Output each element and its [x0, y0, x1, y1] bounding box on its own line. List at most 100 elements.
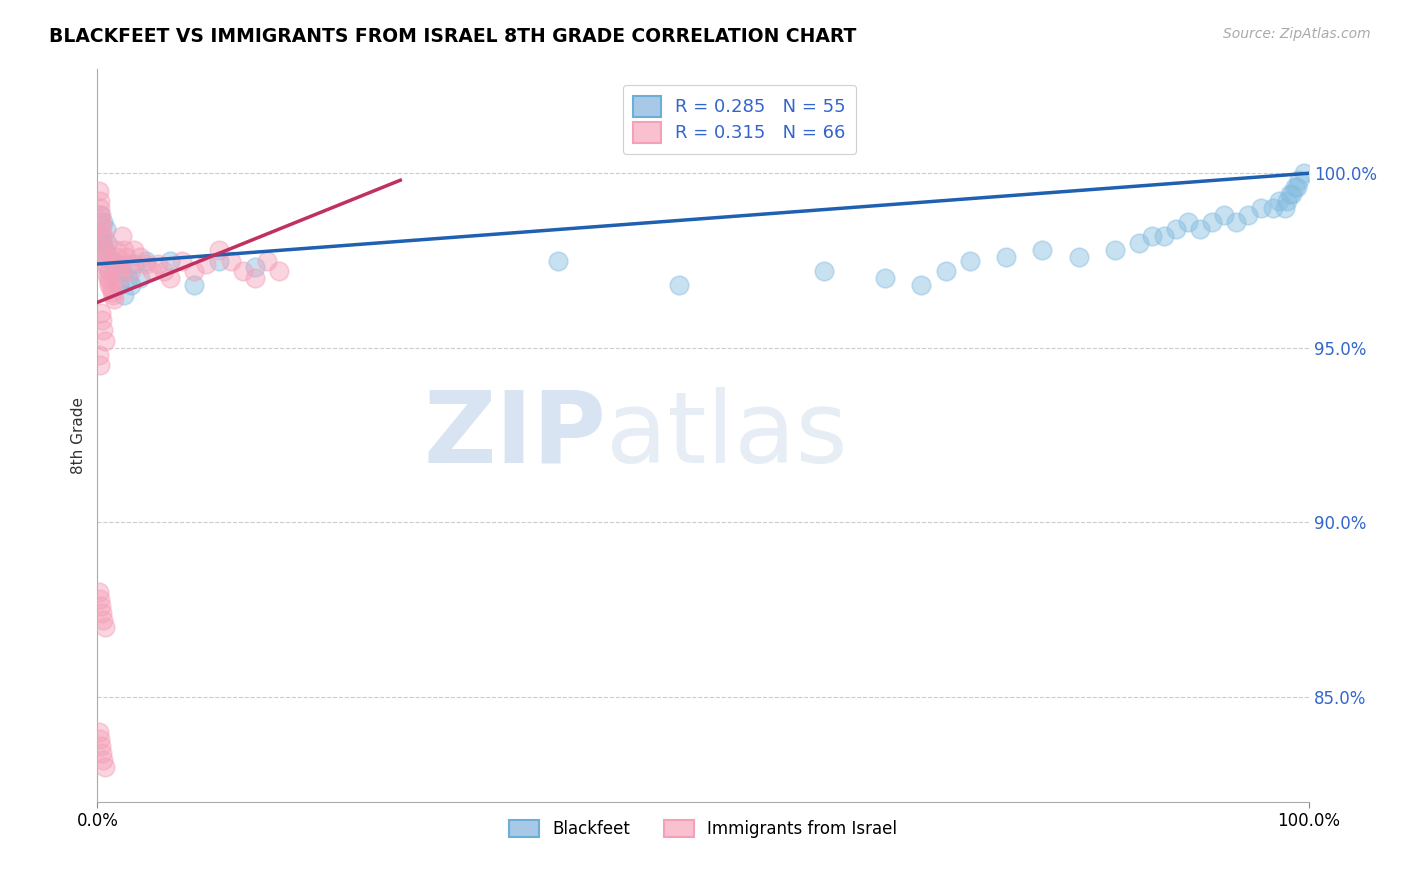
- Point: [1281, 187, 1303, 202]
- Point: [101, 285, 124, 299]
- Point: [93, 243, 115, 257]
- Point: [1268, 194, 1291, 209]
- Point: [135, 253, 157, 268]
- Point: [1189, 222, 1212, 236]
- Point: [243, 271, 266, 285]
- Point: [90, 306, 112, 320]
- Point: [1250, 201, 1272, 215]
- Point: [1177, 215, 1199, 229]
- Point: [96, 235, 118, 250]
- Legend: Blackfeet, Immigrants from Israel: Blackfeet, Immigrants from Israel: [502, 813, 904, 845]
- Point: [90, 599, 112, 613]
- Point: [183, 277, 205, 292]
- Point: [935, 264, 957, 278]
- Point: [110, 229, 132, 244]
- Point: [1278, 187, 1301, 202]
- Point: [89, 208, 111, 222]
- Point: [91, 226, 114, 240]
- Point: [1153, 229, 1175, 244]
- Point: [135, 257, 157, 271]
- Point: [1294, 166, 1316, 180]
- Point: [90, 208, 112, 222]
- Point: [98, 264, 121, 278]
- Point: [219, 253, 242, 268]
- Point: [103, 292, 125, 306]
- Point: [91, 235, 114, 250]
- Point: [94, 222, 117, 236]
- Point: [93, 620, 115, 634]
- Point: [110, 264, 132, 278]
- Point: [1201, 215, 1223, 229]
- Point: [104, 243, 127, 257]
- Y-axis label: 8th Grade: 8th Grade: [72, 397, 86, 474]
- Point: [1261, 201, 1284, 215]
- Point: [115, 250, 138, 264]
- Point: [93, 246, 115, 260]
- Point: [89, 201, 111, 215]
- Point: [183, 264, 205, 278]
- Point: [128, 271, 150, 285]
- Point: [89, 358, 111, 372]
- Point: [89, 194, 111, 209]
- Point: [97, 250, 120, 264]
- Point: [89, 592, 111, 607]
- Point: [98, 277, 121, 292]
- Point: [122, 257, 145, 271]
- Text: BLACKFEET VS IMMIGRANTS FROM ISRAEL 8TH GRADE CORRELATION CHART: BLACKFEET VS IMMIGRANTS FROM ISRAEL 8TH …: [49, 27, 856, 45]
- Text: atlas: atlas: [606, 386, 848, 483]
- Point: [91, 746, 114, 760]
- Point: [1164, 222, 1187, 236]
- Point: [172, 253, 194, 268]
- Point: [910, 277, 932, 292]
- Point: [104, 257, 127, 271]
- Point: [101, 253, 124, 268]
- Point: [122, 243, 145, 257]
- Point: [110, 271, 132, 285]
- Point: [128, 250, 150, 264]
- Point: [1067, 250, 1090, 264]
- Point: [1288, 173, 1310, 187]
- Point: [90, 215, 112, 229]
- Point: [93, 215, 115, 229]
- Point: [94, 257, 117, 271]
- Point: [96, 268, 118, 282]
- Point: [105, 250, 128, 264]
- Point: [159, 271, 181, 285]
- Point: [94, 250, 117, 264]
- Point: [91, 313, 114, 327]
- Point: [959, 253, 981, 268]
- Point: [153, 264, 176, 278]
- Point: [98, 275, 121, 289]
- Point: [232, 264, 254, 278]
- Point: [873, 271, 896, 285]
- Point: [1140, 229, 1163, 244]
- Point: [1225, 215, 1247, 229]
- Point: [1237, 208, 1260, 222]
- Point: [90, 229, 112, 244]
- Point: [813, 264, 835, 278]
- Point: [107, 257, 129, 271]
- Point: [995, 250, 1018, 264]
- Point: [159, 253, 181, 268]
- Point: [87, 348, 110, 362]
- Text: ZIP: ZIP: [423, 386, 606, 483]
- Point: [112, 243, 135, 257]
- Point: [97, 271, 120, 285]
- Point: [93, 753, 115, 767]
- Point: [91, 606, 114, 620]
- Point: [108, 264, 131, 278]
- Point: [146, 257, 169, 271]
- Point: [108, 277, 131, 292]
- Point: [207, 253, 229, 268]
- Point: [100, 281, 122, 295]
- Point: [141, 264, 163, 278]
- Point: [1274, 201, 1296, 215]
- Point: [1277, 194, 1299, 209]
- Point: [668, 277, 690, 292]
- Point: [96, 260, 118, 275]
- Point: [90, 739, 112, 753]
- Point: [87, 585, 110, 599]
- Point: [1128, 235, 1150, 250]
- Point: [91, 219, 114, 233]
- Point: [1104, 243, 1126, 257]
